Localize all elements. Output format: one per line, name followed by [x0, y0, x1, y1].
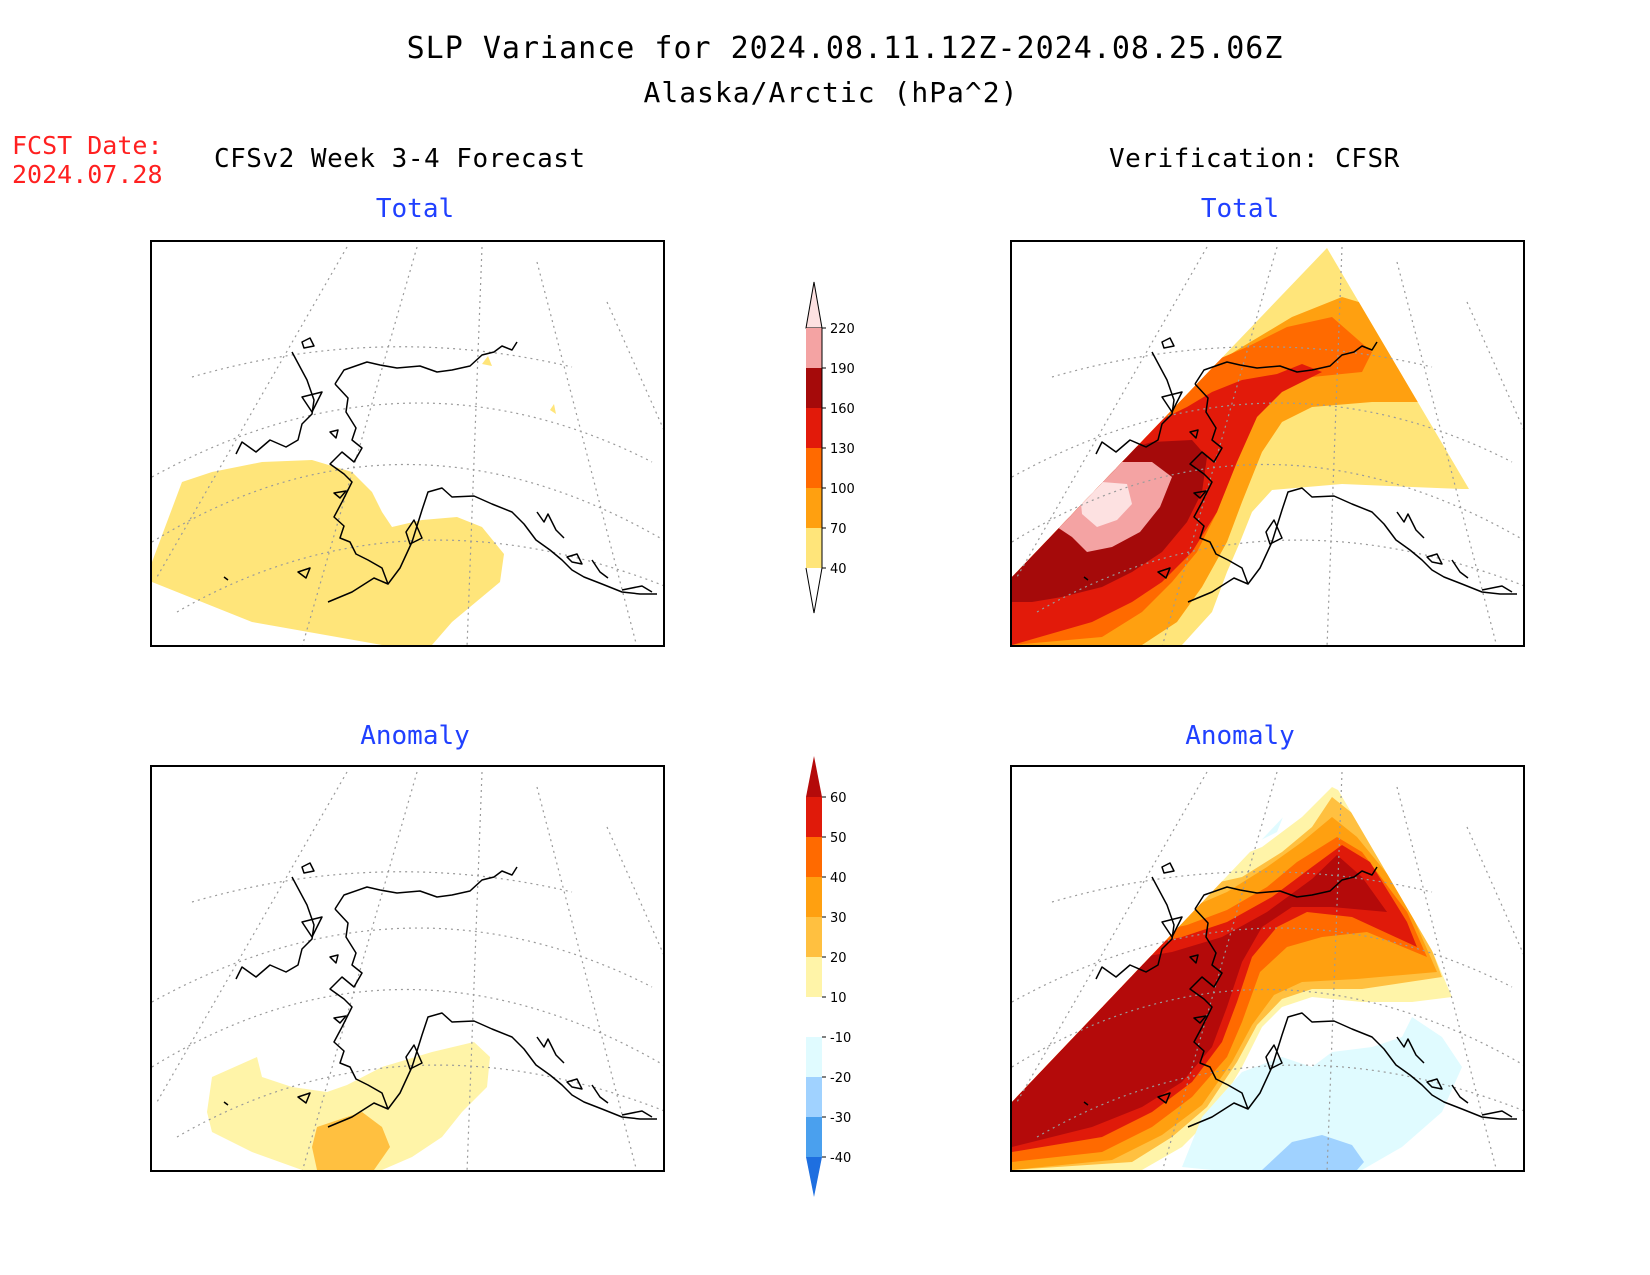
- anomaly-20-30: [312, 1112, 390, 1170]
- legend-swatch: [806, 1117, 822, 1157]
- legend-label: 30: [830, 911, 847, 926]
- anomaly-10-20: [207, 1042, 490, 1170]
- legend-label: 190: [830, 362, 855, 377]
- main-subtitle: Alaska/Arctic (hPa^2): [643, 76, 1019, 109]
- legend-swatch: [806, 408, 822, 448]
- legend-label: 220: [830, 322, 855, 337]
- legend-label: 10: [830, 991, 847, 1006]
- contour-220: [1080, 482, 1132, 527]
- verification-anomaly-title: Anomaly: [1185, 721, 1295, 751]
- legend-label: 160: [830, 402, 855, 417]
- legend-swatch: [806, 328, 822, 368]
- forecast-total-map: [150, 240, 665, 647]
- legend-label: 50: [830, 831, 847, 846]
- anomaly-neg20: [1262, 1135, 1364, 1170]
- legend-swatch: [806, 1037, 822, 1077]
- verification-total-title: Total: [1200, 194, 1280, 224]
- legend-swatch: [806, 488, 822, 528]
- legend-swatch: [806, 1077, 822, 1117]
- total-colorbar: 220 190 160 130 100 70 40: [805, 281, 855, 614]
- legend-label: 40: [830, 562, 847, 577]
- legend-label: -10: [830, 1031, 851, 1046]
- verification-total-map: [1010, 240, 1525, 647]
- anomaly-60: [1012, 855, 1387, 1147]
- legend-label: -40: [830, 1151, 851, 1166]
- legend-swatch: [806, 448, 822, 488]
- legend-label: 40: [830, 871, 847, 886]
- legend-swatch: [806, 368, 822, 408]
- forecast-column-heading: CFSv2 Week 3-4 Forecast: [214, 144, 586, 174]
- legend-swatch-below-40: [805, 567, 823, 614]
- legend-swatch: [806, 797, 822, 837]
- legend-swatch-above-60: [806, 756, 822, 797]
- legend-label: 60: [830, 791, 847, 806]
- legend-swatch: [806, 837, 822, 877]
- legend-label: 70: [830, 522, 847, 537]
- legend-swatch-below-neg40: [806, 1157, 822, 1197]
- verification-column-heading: Verification: CFSR: [1109, 144, 1400, 174]
- anomaly-colorbar: 60 50 40 30 20 10 -10 -20 -30 -40: [806, 756, 851, 1197]
- fcst-date-value: 2024.07.28: [12, 160, 163, 189]
- forecast-anomaly-title: Anomaly: [360, 721, 470, 751]
- legend-label: 100: [830, 482, 855, 497]
- legend-label: -30: [830, 1111, 851, 1126]
- legend-label: -20: [830, 1071, 851, 1086]
- legend-swatch: [806, 528, 822, 568]
- legend-swatch: [806, 917, 822, 957]
- main-title: SLP Variance for 2024.08.11.12Z-2024.08.…: [406, 31, 1284, 66]
- fcst-date-label: FCST Date:: [12, 131, 163, 160]
- legend-swatch: [806, 877, 822, 917]
- legend-label: 130: [830, 442, 855, 457]
- legend-swatch-above-220: [805, 281, 823, 329]
- legend-label: 20: [830, 951, 847, 966]
- legend-swatch: [806, 957, 822, 997]
- forecast-anomaly-map: [150, 765, 665, 1172]
- forecast-total-title: Total: [375, 194, 455, 224]
- legend-swatch: [806, 997, 822, 1037]
- verification-anomaly-map: [1010, 765, 1525, 1172]
- anomaly-neg10-bottom: [1182, 1017, 1462, 1170]
